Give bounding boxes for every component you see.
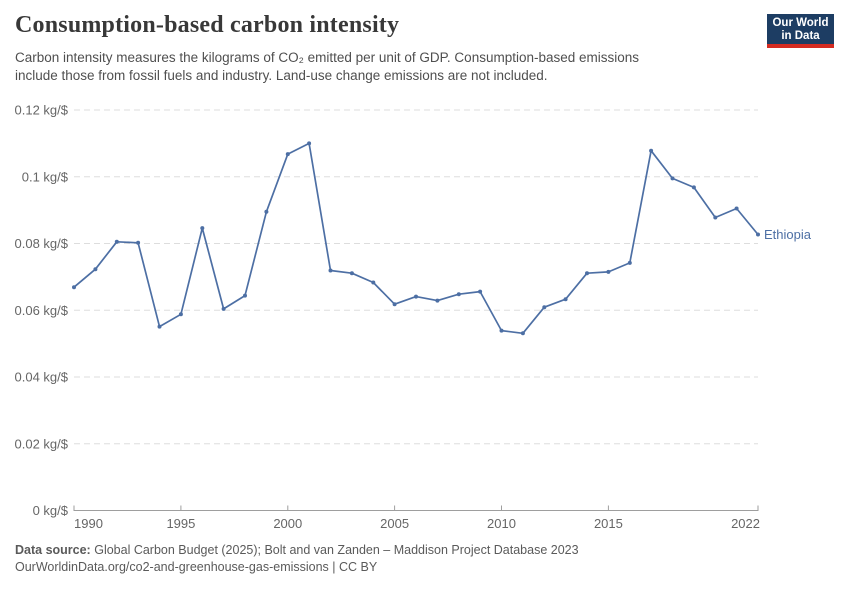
data-point-marker — [392, 302, 397, 307]
y-axis-tick-label: 0 kg/$ — [33, 503, 69, 518]
logo-text-line1: Our World — [772, 17, 829, 29]
y-axis-tick-label: 0.06 kg/$ — [15, 303, 69, 318]
data-source-line: Data source: Global Carbon Budget (2025)… — [15, 542, 579, 559]
x-axis-tick-label: 2015 — [594, 516, 623, 531]
data-point-marker — [157, 324, 162, 329]
data-point-marker — [178, 312, 183, 317]
line-chart-canvas[interactable]: 0 kg/$ 0.02 kg/$ 0.04 kg/$ 0.06 kg/$ 0.08 kg… — [0, 0, 850, 540]
y-axis-tick-label: 0.1 kg/$ — [22, 169, 69, 184]
data-point-marker — [756, 232, 760, 237]
data-point-marker — [414, 294, 418, 299]
data-point-marker — [200, 226, 205, 231]
data-point-marker — [93, 267, 98, 272]
series-line — [73, 142, 759, 335]
x-axis-tick-label: 1990 — [74, 516, 103, 531]
x-axis-tick-label: 2010 — [487, 516, 516, 531]
data-point-marker — [713, 215, 718, 220]
x-axis-tick-label: 2022 — [731, 516, 760, 531]
y-axis-tick-label: 0.02 kg/$ — [15, 436, 69, 451]
data-point-marker — [563, 297, 568, 302]
data-point-marker — [243, 293, 247, 298]
data-point-marker — [734, 206, 739, 211]
data-point-marker — [328, 268, 333, 273]
chart-subtitle-line1: Carbon intensity measures the kilograms … — [15, 50, 640, 65]
data-point-marker — [649, 148, 654, 153]
data-point-marker — [221, 306, 226, 311]
data-point-marker — [136, 240, 141, 245]
data-point-marker — [349, 271, 354, 276]
owid-logo[interactable]: Our World in Data — [767, 14, 834, 48]
y-axis-tick-label: 0.08 kg/$ — [15, 236, 69, 251]
y-axis-tick-label: 0.04 kg/$ — [15, 370, 69, 385]
y-axis-tick-label: 0.12 kg/$ — [15, 103, 69, 118]
data-point-marker — [585, 271, 589, 276]
data-point-marker — [72, 285, 76, 290]
data-point-marker — [670, 176, 675, 181]
data-point-marker — [542, 305, 547, 310]
chart-footer: Data source: Global Carbon Budget (2025)… — [15, 542, 579, 576]
data-point-marker — [499, 328, 504, 333]
data-point-marker — [606, 269, 611, 274]
data-point-marker — [114, 239, 119, 244]
data-point-marker — [285, 152, 290, 157]
data-point-marker — [520, 331, 525, 336]
data-point-marker — [264, 209, 269, 214]
x-axis-tick-label: 2000 — [273, 516, 302, 531]
data-point-marker — [691, 185, 696, 190]
canonical-url-link[interactable]: OurWorldinData.org/co2-and-greenhouse-ga… — [15, 560, 378, 574]
logo-text-line2: in Data — [781, 30, 820, 42]
data-point-marker — [435, 298, 440, 303]
x-axis-tick-label: 1995 — [166, 516, 195, 531]
series-entity-label: Ethiopia — [764, 227, 812, 242]
data-source-label: Data source: — [15, 543, 91, 557]
page-title: Consumption-based carbon intensity — [15, 12, 400, 38]
data-point-marker — [478, 289, 483, 294]
data-point-marker — [456, 292, 461, 297]
data-point-marker — [371, 280, 376, 285]
chart-subtitle-line2: include those from fossil fuels and indu… — [15, 67, 548, 83]
data-point-marker — [627, 260, 632, 265]
data-point-marker — [307, 141, 312, 146]
chart-subtitle: Carbon intensity measures the kilograms … — [15, 49, 639, 84]
data-source-text: Global Carbon Budget (2025); Bolt and va… — [94, 543, 579, 557]
x-axis-tick-label: 2005 — [380, 516, 409, 531]
